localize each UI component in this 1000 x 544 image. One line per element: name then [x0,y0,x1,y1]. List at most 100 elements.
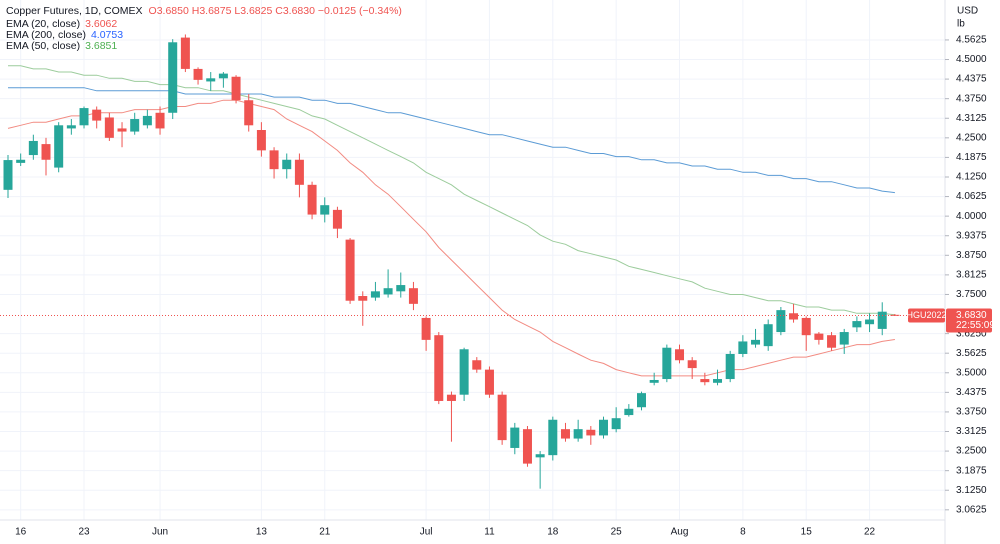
candle-body [751,339,761,345]
candle-body [180,37,190,69]
candle-body [827,335,837,348]
y-tick-label: 3.6250 [956,328,987,339]
last-price-label: 3.6830 [956,310,987,321]
symbol-tag [908,308,945,323]
y-tick-label: 4.5000 [956,54,987,65]
candle-body [421,317,431,340]
y-tick-label: 4.1250 [956,172,987,183]
candle-body [548,419,558,456]
axis-unit-sub: lb [957,19,965,30]
candle-body [497,394,507,441]
candle-body [104,117,114,138]
y-tick-label: 3.1250 [956,485,987,496]
y-tick-label: 3.0625 [956,504,987,515]
y-tick-label: 4.4375 [956,74,987,85]
candle-body [218,73,228,79]
candle-body [269,150,279,170]
price-tag [946,308,992,333]
candle-body [687,360,697,369]
candle-body [510,427,520,448]
x-tick-label: Jun [152,527,168,538]
ema-lines [7,65,895,377]
candle-body [700,379,710,383]
legend-label: EMA (200, close) [6,29,86,41]
candle-body [155,112,165,129]
x-tick-label: 21 [319,527,331,538]
y-tick-label: 3.1875 [956,465,987,476]
x-tick-label: 18 [547,527,559,538]
candle-body [244,100,254,126]
candle-body [117,128,127,132]
x-tick-label: 25 [611,527,623,538]
x-tick-label: 11 [484,527,495,538]
candle-body [206,78,216,82]
candle-body [332,209,342,229]
candle-body [535,454,545,458]
legend-label: EMA (50, close) [6,40,80,52]
candle-body [434,335,444,401]
candle-body [763,324,773,347]
y-tick-label: 4.1875 [956,152,987,163]
y-tick-label: 3.8125 [956,270,987,281]
candle-body [256,130,266,151]
x-tick-label: 13 [256,527,268,538]
y-tick-label: 3.5000 [956,367,987,378]
countdown: 22:55:09 [956,320,995,331]
candle-body [130,119,140,132]
candle-body [41,144,51,160]
x-tick-label: 23 [78,527,90,538]
x-tick-label: Jul [420,527,433,538]
y-tick-label: 3.3750 [956,407,987,418]
ohlc-readout: O3.6850 H3.6875 L3.6825 C3.6830 −0.0125 … [149,5,402,17]
candle-body [193,68,203,80]
candles [3,34,900,489]
candle-body [611,418,621,430]
ema-line [8,87,895,194]
candle-body [624,408,634,416]
candle-body [446,394,456,401]
ema-line [8,65,895,316]
candle-body [66,125,76,129]
candle-body [320,205,330,215]
candle-body [396,285,406,292]
candle-body [472,360,482,370]
candle-body [814,333,824,340]
candle-body [789,313,799,320]
x-tick-label: 15 [801,527,813,538]
candle-body [92,109,102,121]
symbol-label: HGU2022 [906,310,946,320]
y-tick-label: 3.8750 [956,250,987,261]
candle-body [738,341,748,354]
x-tick-label: 22 [864,527,876,538]
candle-body [408,288,418,304]
candle-body [484,369,494,395]
y-tick-label: 3.7500 [956,289,987,300]
y-tick-label: 3.2500 [956,446,987,457]
axis-unit: USD [957,6,978,17]
candle-body [231,76,241,101]
candle-body [725,353,735,380]
y-tick-label: 3.9375 [956,230,987,241]
candle-body [801,317,811,336]
candle-body [877,311,887,329]
candle-body [54,125,64,168]
candle-body [16,159,26,163]
candle-body [307,184,317,215]
candle-body [168,42,178,113]
candle-body [459,349,469,395]
candle-body [142,115,152,126]
candle-body [3,160,13,190]
chart-title: Copper Futures, 1D, COMEX [6,5,143,17]
candle-body [358,296,368,301]
candle-body [598,419,608,436]
legend-value: 3.6062 [85,18,117,30]
candle-body [662,347,672,380]
y-tick-label: 3.3125 [956,426,987,437]
candle-body [370,291,380,298]
y-tick-label: 4.3125 [956,113,987,124]
candle-body [522,429,532,464]
y-tick-label: 4.5625 [956,35,987,46]
legend-label: EMA (20, close) [6,18,80,30]
